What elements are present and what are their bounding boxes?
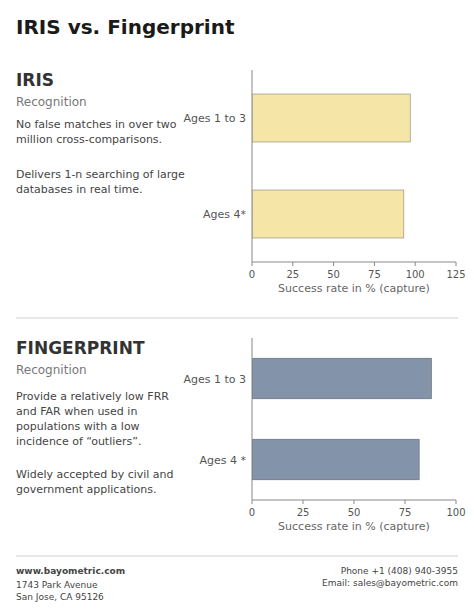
x-tick-label: 0 — [249, 269, 255, 280]
footer-text: 1743 Park Avenue San Jose, CA 95126 — [16, 580, 104, 602]
x-tick-label: 100 — [446, 507, 465, 518]
text-line: Provide a relatively low FRR — [16, 390, 169, 403]
x-tick — [252, 500, 253, 504]
x-tick — [405, 500, 406, 504]
canvas: IRIS vs. Fingerprint IRIS Recognition No fa… — [0, 0, 474, 613]
separator — [16, 556, 458, 557]
footer: www.bayometric.com 1743 Park Avenue San Jo… — [16, 556, 458, 602]
chart-panel: IRIS Recognition No false matches in over … — [16, 70, 466, 295]
x-tick — [456, 500, 457, 504]
panel-subtitle: Recognition — [16, 95, 87, 109]
footer-text: Phone +1 (408) 940-3955 Email: sales@bayo… — [322, 566, 458, 588]
page-title: IRIS vs. Fingerprint — [16, 15, 235, 39]
x-axis-label: Success rate in % (capture) — [278, 520, 430, 533]
y-axis-line — [252, 70, 253, 262]
text-line: Delivers 1-n searching of large — [16, 168, 185, 181]
x-tick — [374, 262, 375, 266]
panel-subtitle: Recognition — [16, 363, 87, 377]
x-tick — [333, 262, 334, 266]
text-line: and FAR when used in — [16, 405, 137, 418]
x-tick-label: 50 — [327, 269, 340, 280]
panel-title: FINGERPRINT — [16, 338, 145, 358]
x-tick — [415, 262, 416, 266]
footer-text: www.bayometric.com — [16, 566, 125, 576]
text-line: government applications. — [16, 483, 156, 496]
category-label: Ages 1 to 3 — [183, 112, 246, 125]
x-axis-label: Success rate in % (capture) — [278, 282, 430, 295]
bars — [252, 358, 432, 480]
bars — [252, 94, 410, 238]
x-tick-label: 25 — [297, 507, 310, 518]
annotation: Widely accepted by civil and government a… — [16, 468, 174, 496]
category-label: Ages 4 * — [200, 454, 247, 467]
bar — [252, 94, 410, 142]
text-line: Email: sales@bayometric.com — [322, 578, 458, 588]
text-line: Widely accepted by civil and — [16, 468, 174, 481]
text-line: million cross-comparisons. — [16, 133, 162, 146]
x-tick-label: 125 — [446, 269, 465, 280]
chart-panel: FINGERPRINT Recognition Provide a relative… — [16, 318, 466, 533]
x-tick — [252, 262, 253, 266]
category-label: Ages 1 to 3 — [183, 373, 246, 386]
separator — [16, 318, 458, 319]
text-line: No false matches in over two — [16, 118, 177, 131]
category-label: Ages 4* — [203, 208, 247, 221]
annotation: Delivers 1-n searching of large databases… — [16, 168, 185, 196]
x-axis-line — [252, 262, 456, 263]
x-tick — [456, 262, 457, 266]
text-line: San Jose, CA 95126 — [16, 592, 104, 602]
x-tick-label: 0 — [249, 507, 255, 518]
bar — [252, 190, 404, 238]
x-tick — [303, 500, 304, 504]
x-tick — [354, 500, 355, 504]
annotation: No false matches in over two million cros… — [16, 118, 177, 146]
x-tick-label: 75 — [368, 269, 381, 280]
text-line: Phone +1 (408) 940-3955 — [341, 566, 458, 576]
x-tick-label: 75 — [399, 507, 412, 518]
x-tick — [292, 262, 293, 266]
text-line: 1743 Park Avenue — [16, 580, 98, 590]
text-line: databases in real time. — [16, 183, 142, 196]
bar — [252, 358, 432, 399]
panel-title: IRIS — [16, 70, 54, 90]
bar — [252, 439, 419, 480]
page: {"title": "IRIS vs. Fingerprint", "chart… — [0, 0, 474, 613]
text-line: populations with a low — [16, 420, 140, 433]
x-tick-label: 50 — [348, 507, 361, 518]
y-axis-line — [252, 338, 253, 500]
text-line: incidence of “outliers”. — [16, 435, 142, 448]
annotation: Provide a relatively low FRR and FAR when… — [16, 390, 169, 448]
x-tick-label: 100 — [406, 269, 425, 280]
x-tick-label: 25 — [286, 269, 299, 280]
